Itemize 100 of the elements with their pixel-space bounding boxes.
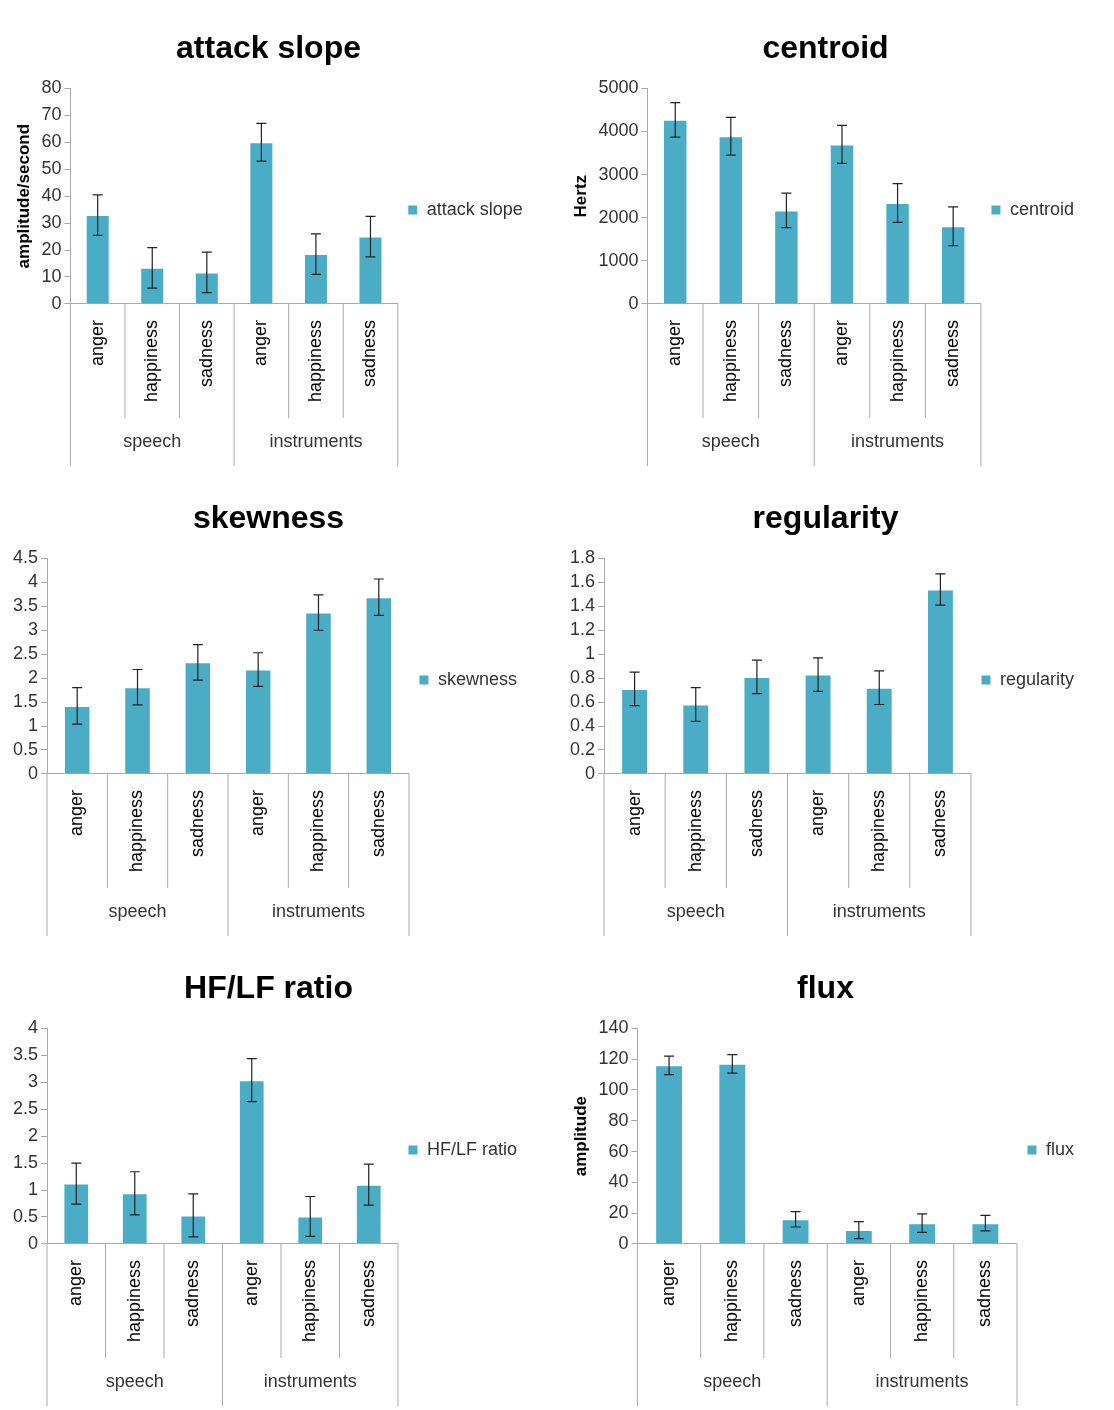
y-tick-label: 2.5 bbox=[12, 1098, 39, 1119]
chart-title: regularity bbox=[752, 499, 899, 536]
y-tick-label: 2 bbox=[28, 1125, 39, 1146]
y-tick-label: 3000 bbox=[598, 163, 639, 184]
y-tick-label: 1 bbox=[28, 1179, 39, 1200]
x-tick-label: sadness bbox=[195, 319, 216, 387]
text: instruments bbox=[263, 1370, 357, 1391]
y-tick-label: 1.5 bbox=[12, 1152, 39, 1173]
y-tick-label: 1.6 bbox=[569, 571, 596, 592]
text: speech bbox=[666, 900, 725, 921]
y-tick-label: 80 bbox=[41, 77, 62, 98]
y-tick-label: 2 bbox=[28, 667, 39, 688]
y-tick-label: 1 bbox=[585, 643, 596, 664]
x-tick-label: sadness bbox=[182, 1259, 203, 1327]
y-tick-label: 0 bbox=[28, 1232, 39, 1253]
x-tick-label: happiness bbox=[126, 789, 147, 873]
y-tick-label: 3 bbox=[28, 619, 39, 640]
x-tick-label: happiness bbox=[721, 1259, 742, 1343]
y-tick-label: 140 bbox=[598, 1017, 629, 1038]
x-tick-label: anger bbox=[65, 1259, 86, 1306]
x-tick-label: anger bbox=[664, 319, 685, 366]
y-tick-label: 0 bbox=[628, 292, 639, 313]
x-tick-label: happiness bbox=[141, 319, 162, 403]
x-tick-label: anger bbox=[847, 1259, 868, 1306]
y-tick-label: 0 bbox=[51, 292, 62, 313]
x-tick-label: sadness bbox=[186, 789, 207, 857]
x-tick-label: happiness bbox=[911, 1259, 932, 1343]
y-tick-label: 120 bbox=[598, 1048, 629, 1069]
text: instruments bbox=[875, 1370, 969, 1391]
x-tick-label: sadness bbox=[974, 1259, 995, 1327]
y-tick-label: 4.5 bbox=[12, 547, 39, 568]
x-tick-label: sadness bbox=[367, 789, 388, 857]
legend-label: skewness bbox=[437, 668, 517, 689]
y-tick-label: 100 bbox=[598, 1078, 629, 1099]
y-tick-label: 20 bbox=[608, 1202, 629, 1223]
y-tick-label: 3.5 bbox=[12, 595, 39, 616]
chart-title: attack slope bbox=[176, 29, 361, 66]
y-tick-label: 0.5 bbox=[12, 1205, 39, 1226]
y-tick-label: 0.2 bbox=[569, 738, 596, 759]
text: speech bbox=[108, 900, 167, 921]
y-tick-label: 0 bbox=[585, 762, 596, 783]
text: speech bbox=[701, 430, 760, 451]
y-tick-label: 0.8 bbox=[569, 667, 596, 688]
x-tick-label: anger bbox=[86, 319, 107, 366]
x-tick-label: anger bbox=[247, 789, 268, 836]
y-tick-label: 40 bbox=[608, 1171, 629, 1192]
chart-title: skewness bbox=[192, 499, 345, 536]
x-tick-label: anger bbox=[807, 789, 828, 836]
x-tick-label: happiness bbox=[719, 319, 740, 403]
x-tick-label: sadness bbox=[745, 789, 766, 857]
legend-label: attack slope bbox=[426, 198, 523, 219]
chart-title: HF/LF ratio bbox=[184, 969, 353, 1006]
y-tick-label: 0.5 bbox=[12, 738, 39, 759]
x-tick-label: sadness bbox=[775, 319, 796, 387]
y-axis-title: amplitude/second bbox=[13, 123, 33, 269]
y-tick-label: 1000 bbox=[598, 249, 639, 270]
y-tick-label: 1.2 bbox=[569, 619, 596, 640]
x-tick-label: sadness bbox=[929, 789, 950, 857]
text: speech bbox=[123, 430, 182, 451]
text: speech bbox=[105, 1370, 164, 1391]
y-tick-label: 50 bbox=[41, 158, 62, 179]
y-tick-label: 0 bbox=[618, 1232, 629, 1253]
y-tick-label: 2000 bbox=[598, 206, 639, 227]
chart-title: flux bbox=[797, 969, 855, 1006]
y-tick-label: 4000 bbox=[598, 120, 639, 141]
y-tick-label: 3.5 bbox=[12, 1044, 39, 1065]
y-tick-label: 0.4 bbox=[569, 715, 596, 736]
y-tick-label: 60 bbox=[608, 1140, 629, 1161]
y-tick-label: 60 bbox=[41, 131, 62, 152]
text: speech bbox=[703, 1370, 762, 1391]
x-tick-label: anger bbox=[250, 319, 271, 366]
legend-label: centroid bbox=[1009, 198, 1075, 219]
x-tick-label: happiness bbox=[684, 789, 705, 873]
text: instruments bbox=[832, 900, 926, 921]
x-tick-label: happiness bbox=[304, 319, 325, 403]
x-tick-label: sadness bbox=[784, 1259, 805, 1327]
y-tick-label: 4 bbox=[28, 1017, 39, 1038]
y-tick-label: 10 bbox=[41, 265, 62, 286]
y-tick-label: 0.6 bbox=[569, 691, 596, 712]
y-tick-label: 3 bbox=[28, 1071, 39, 1092]
y-tick-label: 1.8 bbox=[569, 547, 596, 568]
text: instruments bbox=[851, 430, 945, 451]
text: instruments bbox=[269, 430, 363, 451]
y-axis-title: Hertz bbox=[570, 174, 590, 218]
y-tick-label: 0 bbox=[28, 762, 39, 783]
x-tick-label: happiness bbox=[299, 1259, 320, 1343]
x-tick-label: sadness bbox=[942, 319, 963, 387]
y-tick-label: 2.5 bbox=[12, 643, 39, 664]
legend-label: flux bbox=[1045, 1138, 1074, 1159]
x-tick-label: anger bbox=[66, 789, 87, 836]
x-tick-label: sadness bbox=[359, 319, 380, 387]
x-tick-label: happiness bbox=[886, 319, 907, 403]
y-tick-label: 20 bbox=[41, 239, 62, 260]
x-tick-label: happiness bbox=[868, 789, 889, 873]
y-tick-label: 1.4 bbox=[569, 595, 596, 616]
y-tick-label: 4 bbox=[28, 571, 39, 592]
x-tick-label: happiness bbox=[307, 789, 328, 873]
x-tick-label: sadness bbox=[357, 1259, 378, 1327]
x-tick-label: anger bbox=[240, 1259, 261, 1306]
y-tick-label: 5000 bbox=[598, 77, 639, 98]
